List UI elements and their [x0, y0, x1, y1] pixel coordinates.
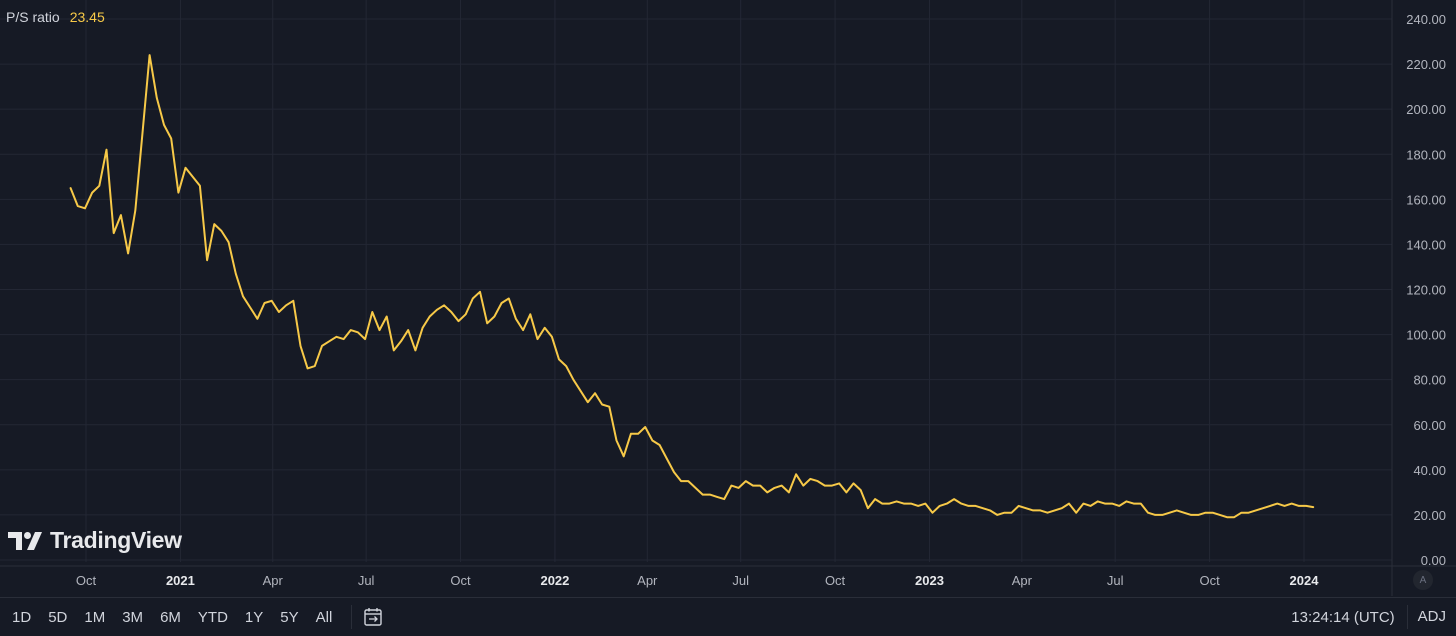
- x-tick-label: Apr: [637, 573, 658, 588]
- y-tick-label: 140.00: [1406, 237, 1446, 252]
- bottom-toolbar: 1D 5D 1M 3M 6M YTD 1Y 5Y All 13:24:14 (UTC) ADJ: [0, 597, 1456, 636]
- y-tick-label: 200.00: [1406, 102, 1446, 117]
- x-tick-label: Jul: [732, 573, 749, 588]
- chart-area[interactable]: 0.00 20.00 40.00 60.00 80.00 100.00 120.00 140.…: [0, 0, 1456, 596]
- legend-value: 23.45: [69, 9, 105, 25]
- y-tick-label: 180.00: [1406, 147, 1446, 162]
- y-tick-label: 120.00: [1406, 283, 1446, 298]
- range-button-5d[interactable]: 5D: [48, 608, 68, 626]
- tradingview-logo-icon: [8, 531, 42, 550]
- utc-clock[interactable]: 13:24:14 (UTC): [1291, 608, 1395, 626]
- tradingview-logo-text: TradingView: [50, 527, 182, 553]
- price-chart[interactable]: 0.00 20.00 40.00 60.00 80.00 100.00 120.00 140.…: [0, 0, 1456, 596]
- x-tick-label: 2023: [915, 573, 944, 588]
- y-tick-label: 80.00: [1413, 373, 1446, 388]
- x-tick-label: Apr: [1012, 573, 1033, 588]
- x-tick-label: Oct: [76, 573, 97, 588]
- x-tick-label: Oct: [450, 573, 471, 588]
- toolbar-divider: [351, 605, 353, 629]
- toolbar-right: 13:24:14 (UTC) ADJ: [1291, 598, 1456, 636]
- y-tick-label: 60.00: [1413, 418, 1446, 433]
- range-button-1d[interactable]: 1D: [12, 608, 32, 626]
- range-button-5y[interactable]: 5Y: [280, 608, 299, 626]
- x-tick-label: 2021: [166, 573, 195, 588]
- range-button-all[interactable]: All: [315, 608, 333, 626]
- range-button-3m[interactable]: 3M: [122, 608, 144, 626]
- series-line-ps-ratio: [69, 54, 1315, 519]
- range-button-6m[interactable]: 6M: [160, 608, 181, 626]
- y-tick-label: 0.00: [1421, 553, 1446, 568]
- range-selector: 1D 5D 1M 3M 6M YTD 1Y 5Y All: [0, 609, 341, 626]
- tradingview-logo[interactable]: TradingView: [8, 527, 182, 554]
- x-tick-label: Oct: [1199, 573, 1220, 588]
- x-tick-label: Jul: [358, 573, 375, 588]
- x-tick-label: 2024: [1290, 573, 1320, 588]
- y-tick-label: 40.00: [1413, 463, 1446, 478]
- y-tick-label: 160.00: [1406, 192, 1446, 207]
- series-legend: P/S ratio 23.45: [6, 9, 105, 25]
- x-tick-label: Oct: [825, 573, 846, 588]
- y-tick-label: 100.00: [1406, 328, 1446, 343]
- x-tick-label: Jul: [1107, 573, 1124, 588]
- auto-scale-label: A: [1419, 574, 1427, 586]
- auto-scale-button[interactable]: A: [1413, 570, 1433, 590]
- legend-label: P/S ratio: [6, 9, 60, 25]
- y-tick-label: 220.00: [1406, 57, 1446, 72]
- range-button-1m[interactable]: 1M: [84, 608, 106, 626]
- x-tick-label: 2022: [540, 573, 569, 588]
- range-button-ytd[interactable]: YTD: [197, 608, 228, 626]
- go-to-date-calendar-icon[interactable]: [362, 606, 384, 628]
- y-tick-label: 240.00: [1406, 12, 1446, 27]
- x-tick-label: Apr: [263, 573, 284, 588]
- adj-toggle[interactable]: ADJ: [1406, 605, 1456, 629]
- y-tick-label: 20.00: [1413, 508, 1446, 523]
- range-button-1y[interactable]: 1Y: [244, 608, 264, 626]
